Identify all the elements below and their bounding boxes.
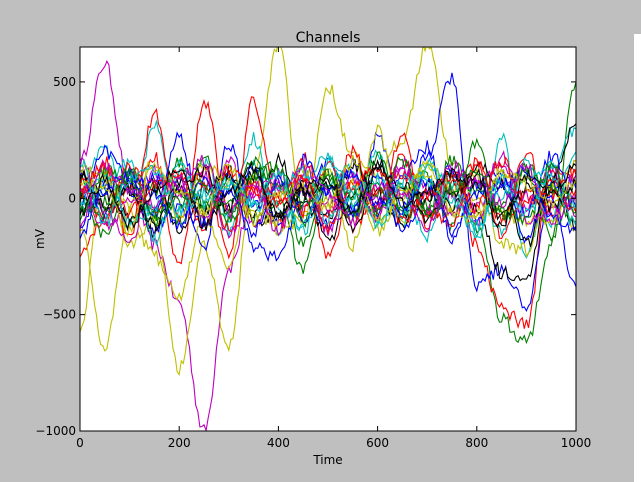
x-tick-label: 0 xyxy=(76,436,84,450)
series-line-15 xyxy=(80,150,576,233)
series-line-26 xyxy=(80,154,576,237)
series-line-28 xyxy=(80,158,576,232)
window-edge xyxy=(634,34,641,482)
y-tick-label: 500 xyxy=(53,75,76,89)
x-tick-label: 800 xyxy=(465,436,488,450)
y-tick-label: −1000 xyxy=(35,424,76,438)
y-tick-label: 0 xyxy=(68,191,76,205)
x-tick-label: 400 xyxy=(267,436,290,450)
chart-title: Channels xyxy=(296,30,361,46)
series-line-27 xyxy=(80,154,576,239)
y-axis-title: mV xyxy=(33,228,47,249)
series-line-5 xyxy=(80,72,576,313)
series-line-23 xyxy=(80,156,576,234)
y-axis: −1000 −500 0 500 xyxy=(35,75,576,438)
plot-frame xyxy=(79,46,577,432)
y-tick-label: −500 xyxy=(43,308,76,322)
series-line-22 xyxy=(80,164,576,240)
series-line-19 xyxy=(80,163,576,239)
series-line-21 xyxy=(80,164,576,234)
x-axis: 0 200 400 600 800 1000 xyxy=(76,47,591,450)
series-line-24 xyxy=(80,156,576,229)
x-tick-label: 600 xyxy=(366,436,389,450)
x-axis-title: Time xyxy=(312,453,342,467)
series-group xyxy=(80,47,576,431)
x-tick-label: 1000 xyxy=(561,436,592,450)
series-line-20 xyxy=(80,158,576,232)
plot-area xyxy=(80,47,576,431)
x-tick-label: 200 xyxy=(168,436,191,450)
series-line-13 xyxy=(80,151,576,246)
